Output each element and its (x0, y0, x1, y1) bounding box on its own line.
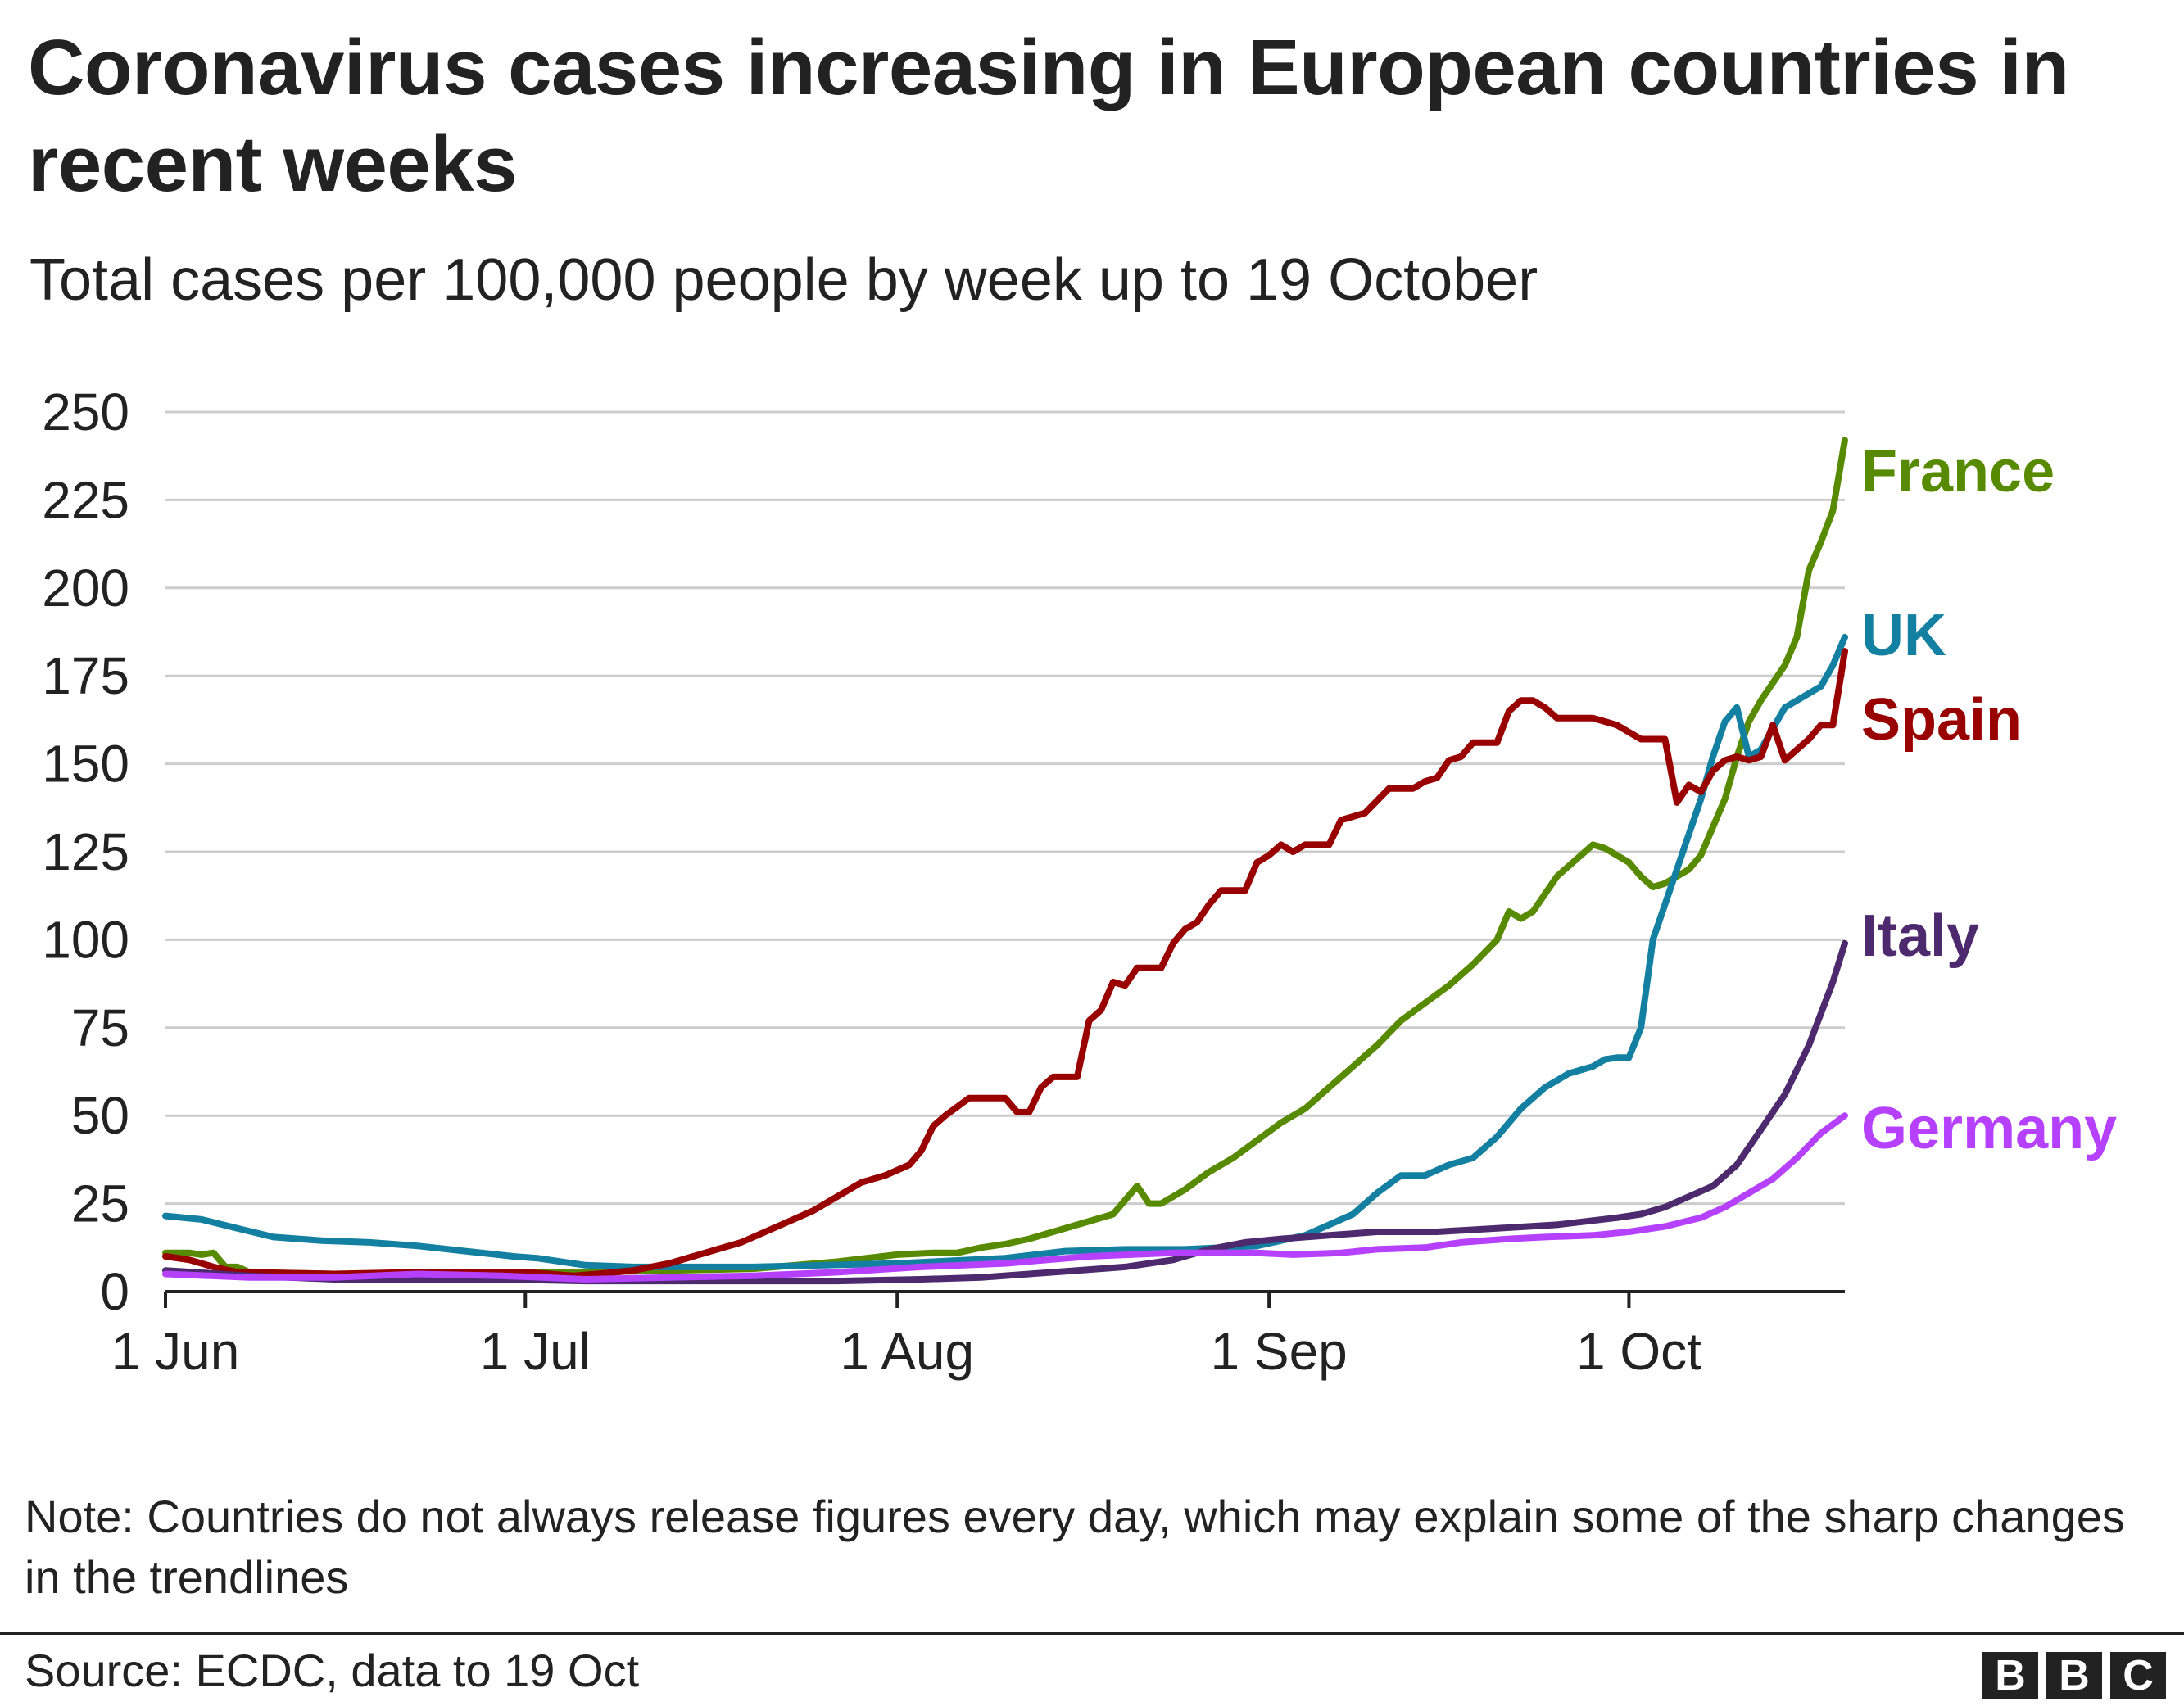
y-tick-label: 150 (42, 735, 129, 794)
y-tick-label: 175 (42, 646, 129, 705)
series-labels: France UK Spain Italy Germany (1861, 439, 2117, 1161)
y-tick-label: 225 (42, 470, 129, 529)
series-label-uk: UK (1861, 603, 1946, 668)
x-tick-label: 1 Oct (1576, 1322, 1701, 1381)
y-tick-label: 200 (42, 559, 129, 618)
series-line-france (162, 437, 1848, 1278)
logo-letter: B (1982, 1652, 2038, 1699)
series-line-spain (162, 648, 1848, 1279)
y-tick-label: 125 (42, 822, 129, 881)
chart-title: Coronavirus cases increasing in European… (28, 24, 2069, 208)
chart-subtitle: Total cases per 100,000 people by week u… (29, 247, 1538, 313)
series-lines (162, 437, 1848, 1285)
x-tick-label: 1 Sep (1211, 1322, 1348, 1381)
series-label-italy: Italy (1861, 903, 1979, 969)
bbc-logo: B B C (1982, 1652, 2166, 1699)
series-line-uk (162, 633, 1848, 1270)
series-label-germany: Germany (1861, 1096, 2117, 1161)
y-tick-label: 50 (71, 1086, 129, 1145)
source-text: Source: ECDC, data to 19 Oct (25, 1645, 640, 1696)
x-tick-label: 1 Jun (111, 1322, 240, 1381)
x-axis: 1 Jun 1 Jul 1 Aug 1 Sep 1 Oct (111, 1290, 1845, 1381)
gridlines (165, 410, 1845, 1206)
series-line-germany (162, 1112, 1848, 1283)
y-tick-label: 0 (100, 1262, 129, 1321)
y-tick-label: 100 (42, 910, 129, 969)
y-tick-label: 25 (71, 1174, 129, 1233)
series-line-italy (162, 939, 1848, 1285)
logo-letter: C (2110, 1652, 2166, 1699)
footer-divider (0, 1632, 2184, 1635)
x-tick-label: 1 Aug (840, 1322, 974, 1381)
y-tick-label: 75 (71, 998, 129, 1057)
x-tick-label: 1 Jul (480, 1322, 591, 1381)
series-label-spain: Spain (1861, 687, 2022, 753)
series-label-france: France (1861, 439, 2055, 505)
y-tick-label: 250 (42, 382, 129, 441)
y-axis-labels: 0 25 50 75 100 125 150 175 200 225 250 (42, 382, 129, 1321)
chart-note: Note: Countries do not always release fi… (25, 1491, 2125, 1603)
logo-letter: B (2046, 1652, 2102, 1699)
